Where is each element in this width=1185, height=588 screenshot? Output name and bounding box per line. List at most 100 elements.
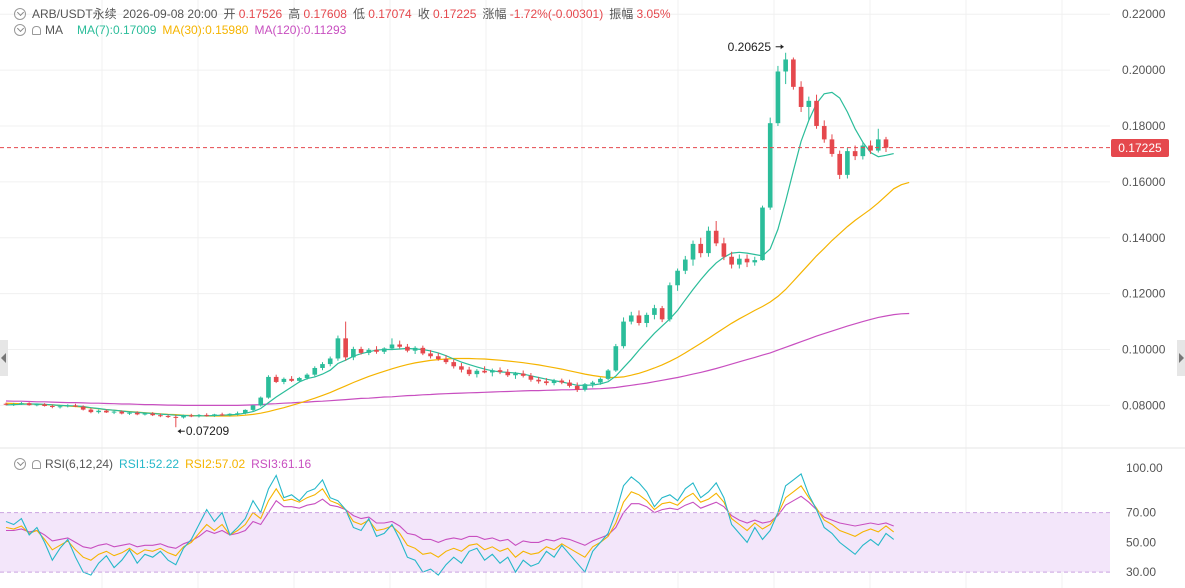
candle-body — [737, 258, 742, 265]
candle-body — [520, 373, 526, 376]
candle-body — [19, 403, 24, 405]
candle-body — [304, 374, 310, 379]
candle-body — [374, 349, 379, 352]
candle-body — [551, 380, 557, 384]
candle-body — [73, 405, 78, 407]
candle-body — [567, 382, 572, 386]
price-axis[interactable]: 0.22000 0.20000 0.18000 0.16000 0.14000 0.120… — [1122, 7, 1166, 412]
candle-body — [559, 380, 565, 383]
ma30-legend: MA(30):0.15980 — [162, 23, 249, 37]
candle-body — [397, 344, 402, 347]
candle-body — [188, 415, 194, 417]
candle-body — [482, 370, 487, 373]
ma-legend: MA MA(7):0.17009 MA(30):0.15980 MA(120):… — [14, 23, 352, 37]
scroll-right-icon[interactable] — [1177, 340, 1185, 376]
candle-body — [767, 123, 773, 208]
candle-body — [729, 256, 734, 265]
candle-body — [636, 315, 642, 323]
high-value: 0.17608 — [303, 7, 347, 21]
candle-body — [706, 230, 711, 254]
candle-body — [752, 260, 758, 263]
scroll-left-icon[interactable] — [0, 340, 8, 376]
candle-body — [343, 338, 348, 358]
price-tick-label: 0.10000 — [1122, 343, 1166, 357]
candle-body — [513, 373, 518, 376]
rsi-legend: RSI(6,12,24) RSI1:52.22 RSI2:57.02 RSI3:… — [14, 457, 317, 471]
rsi-axis: 100.00 70.00 50.00 30.00 — [0, 461, 1163, 579]
candle-body — [783, 59, 788, 72]
candle-body — [65, 405, 71, 407]
candle-body — [497, 370, 503, 372]
symbol-label[interactable]: ARB/USDT永续 — [32, 7, 117, 21]
candle-body — [127, 412, 132, 414]
candle-body — [80, 406, 86, 410]
candle-body — [582, 384, 588, 390]
low-annotation: 0.07209 — [186, 424, 230, 438]
candle-body — [490, 370, 495, 373]
candle-body — [204, 414, 210, 416]
candle-body — [829, 139, 835, 154]
candle-body — [667, 285, 673, 320]
candle-body — [528, 375, 534, 380]
candle-body — [744, 258, 750, 263]
candle-body — [598, 378, 603, 383]
candle-body — [412, 347, 418, 351]
rsi3-legend: RSI3:61.16 — [251, 457, 312, 471]
candle-body — [150, 413, 155, 416]
candle-body — [366, 349, 372, 353]
candle-body — [682, 259, 688, 271]
rsi-title[interactable]: RSI(6,12,24) — [45, 457, 114, 471]
candle-body — [196, 414, 202, 417]
ma120-line — [5, 312, 910, 406]
candle-body — [459, 366, 464, 370]
candle-body — [134, 412, 140, 415]
candle-body — [760, 207, 765, 261]
candle-body — [273, 376, 279, 382]
candlesticks — [3, 52, 889, 428]
close-label: 收 — [417, 7, 430, 21]
candle-body — [96, 410, 101, 413]
candle-body — [675, 270, 680, 286]
rsi-lines — [5, 473, 895, 576]
ohlc-header: ARB/USDT永续 2026-09-08 20:00 开 0.17526 高 … — [14, 5, 677, 22]
candle-body — [104, 410, 109, 413]
bell-icon[interactable] — [32, 25, 41, 35]
candle-body — [173, 416, 179, 418]
candle-body — [883, 139, 889, 148]
candle-body — [466, 369, 472, 375]
rsi1-legend: RSI1:52.22 — [119, 457, 180, 471]
rsi-bell-icon[interactable] — [32, 459, 41, 469]
collapse-rsi-icon[interactable] — [14, 458, 26, 470]
candle-body — [258, 397, 264, 406]
price-tick-label: 0.18000 — [1122, 119, 1166, 133]
candle-body — [327, 358, 333, 365]
collapse-ma-icon[interactable] — [14, 24, 26, 36]
candle-body — [659, 308, 665, 320]
open-label: 开 — [223, 7, 236, 21]
candle-body — [42, 404, 47, 406]
candle-body — [312, 367, 318, 375]
candle-body — [435, 356, 441, 360]
candle-body — [652, 308, 657, 315]
candle-body — [165, 416, 171, 418]
candle-body — [297, 378, 302, 381]
high-annotation: 0.20625 — [728, 40, 772, 54]
candle-body — [158, 415, 163, 417]
collapse-icon[interactable] — [14, 7, 26, 20]
candle-body — [721, 243, 727, 257]
candle-body — [320, 364, 325, 368]
high-label: 高 — [288, 7, 301, 21]
candle-body — [358, 348, 364, 353]
candle-body — [621, 321, 626, 347]
candle-body — [212, 414, 217, 416]
price-tick-label: 0.20000 — [1122, 63, 1166, 77]
ma-title[interactable]: MA — [45, 23, 63, 37]
candle-body — [235, 413, 240, 415]
candle-body — [698, 243, 704, 254]
candle-body — [428, 353, 433, 357]
candle-body — [713, 230, 719, 244]
candle-body — [845, 151, 850, 175]
candle-body — [266, 376, 271, 398]
